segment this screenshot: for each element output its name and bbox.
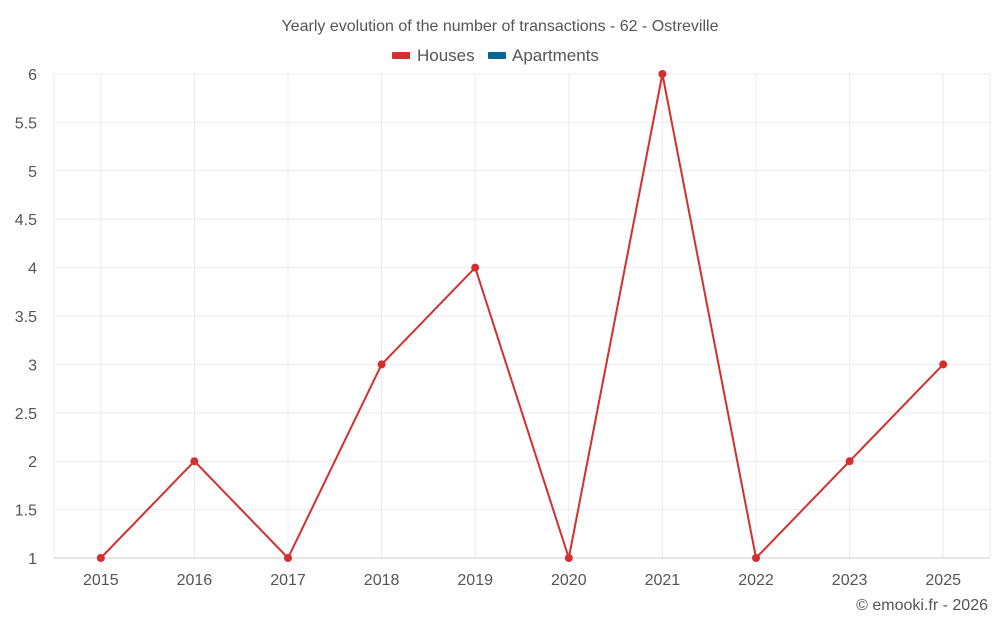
- y-tick-label: 4: [28, 261, 37, 278]
- y-tick-label: 4.5: [15, 212, 37, 229]
- data-point-houses[interactable]: [564, 554, 573, 562]
- data-point-houses[interactable]: [284, 554, 292, 562]
- y-tick-label: 3.5: [15, 309, 37, 326]
- x-tick-label: 2023: [832, 572, 868, 589]
- legend-swatch-apartments: [488, 52, 506, 59]
- legend: Houses Apartments: [392, 46, 599, 65]
- x-tick-label: 2025: [925, 572, 961, 589]
- series-houses: [96, 70, 948, 562]
- data-point-houses[interactable]: [752, 554, 760, 562]
- credit-text: © emooki.fr - 2026: [856, 597, 988, 614]
- data-point-houses[interactable]: [471, 263, 480, 272]
- x-gridlines: [53, 74, 991, 558]
- x-tick-label: 2021: [645, 572, 681, 589]
- legend-item-houses[interactable]: Houses: [392, 46, 475, 65]
- y-tick-label: 3: [28, 357, 37, 374]
- x-tick-label: 2015: [83, 572, 119, 589]
- data-point-houses[interactable]: [96, 554, 105, 562]
- data-point-houses[interactable]: [939, 360, 948, 369]
- y-tick-label: 2.5: [15, 406, 37, 423]
- legend-item-apartments[interactable]: Apartments: [488, 46, 599, 65]
- y-tick-label: 1.5: [15, 503, 37, 520]
- x-tick-label: 2017: [270, 572, 306, 589]
- y-tick-label: 1: [28, 551, 37, 568]
- y-tick-label: 5.5: [15, 115, 37, 132]
- y-tick-label: 2: [28, 454, 37, 471]
- x-tick-label: 2016: [177, 572, 213, 589]
- x-tick-label: 2020: [551, 572, 587, 589]
- chart-title: Yearly evolution of the number of transa…: [282, 18, 719, 35]
- data-point-houses[interactable]: [377, 360, 386, 369]
- x-tick-label: 2019: [457, 572, 493, 589]
- x-tick-label: 2018: [364, 572, 400, 589]
- y-tick-label: 5: [28, 164, 37, 181]
- data-point-houses[interactable]: [190, 457, 199, 466]
- data-point-houses[interactable]: [658, 70, 667, 78]
- legend-label-apartments: Apartments: [512, 46, 599, 65]
- legend-swatch-houses: [392, 52, 410, 59]
- legend-label-houses: Houses: [417, 46, 475, 65]
- x-axis-ticks: 2015 2016 2017 2018 2019 2020 2021 2022 2023 2025: [83, 572, 961, 589]
- series-line-houses: [100, 73, 944, 561]
- y-tick-label: 6: [28, 67, 37, 84]
- x-tick-label: 2022: [738, 572, 774, 589]
- y-gridlines: [54, 73, 990, 559]
- y-axis-ticks: 1 1.5 2 2.5 3 3.5 4 4.5 5 5.5 6: [15, 67, 37, 568]
- data-point-houses[interactable]: [845, 457, 854, 466]
